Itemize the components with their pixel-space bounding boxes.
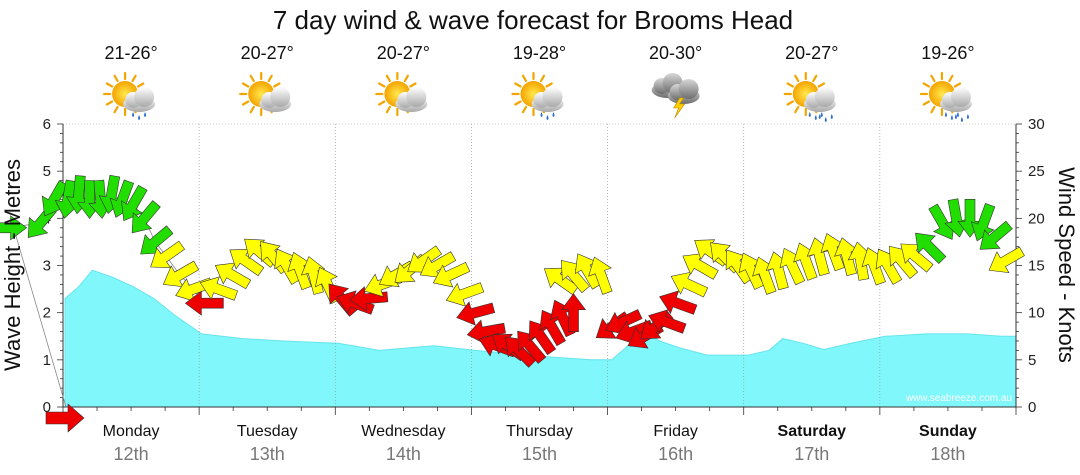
day-date: 18th: [930, 444, 965, 464]
wind-arrow: [214, 262, 252, 290]
day-name: Saturday: [778, 423, 847, 440]
wind-arrow: [875, 248, 903, 285]
day-label-layer: Monday 12th Tuesday 13th Wednesday 14th Thursd…: [103, 423, 977, 464]
wind-arrow: [682, 253, 719, 280]
wind-arrow: [847, 241, 873, 281]
wind-arrow: [0, 215, 28, 241]
wind-arrow: [432, 261, 471, 288]
wind-arrow: [659, 290, 698, 315]
left-axis-label: Wave Height - Metres: [0, 159, 25, 371]
wind-arrow: [588, 256, 613, 295]
wind-arrow: [970, 203, 996, 242]
wind-arrow: [670, 271, 709, 298]
day-date: 16th: [658, 444, 693, 464]
axis-layer: 0123456051015202530: [43, 116, 1045, 416]
watermark: www.seabreeze.com.au: [905, 393, 1012, 404]
right-tick-label: 20: [1028, 210, 1045, 227]
left-tick-label: 5: [43, 163, 51, 180]
wind-arrow: [979, 220, 1013, 250]
wind-arrow: [419, 251, 457, 278]
left-tick-label: 6: [43, 116, 51, 133]
day-name: Friday: [653, 423, 697, 440]
day-date: 17th: [794, 444, 829, 464]
wind-arrow: [162, 260, 200, 288]
wind-arrow: [150, 240, 186, 268]
wind-arrow: [900, 243, 934, 273]
day-name: Thursday: [506, 423, 573, 440]
left-tick-label: 2: [43, 305, 51, 322]
wind-arrow: [199, 276, 239, 301]
chart-title: 7 day wind & wave forecast for Brooms He…: [273, 5, 793, 35]
wind-trend-line: [7, 194, 205, 304]
day-temperature: 19-26°: [921, 43, 974, 63]
wind-arrow: [988, 246, 1025, 274]
wind-arrow: [889, 245, 919, 279]
day-temperature: 20-27°: [785, 43, 838, 63]
right-tick-label: 15: [1028, 258, 1045, 275]
left-tick-label: 3: [43, 258, 51, 275]
wind-arrow: [560, 259, 590, 294]
wind-arrow: [648, 309, 687, 334]
wave-height-area: [64, 269, 1017, 408]
day-temperature: 20-27°: [241, 43, 294, 63]
wind-arrow: [131, 200, 161, 234]
wind-arrow: [287, 251, 312, 291]
partly-cloudy-rain-icon: [919, 71, 972, 122]
wind-arrow: [517, 330, 547, 364]
day-temperature: 19-28°: [513, 43, 566, 63]
wind-arrow: [915, 232, 947, 264]
day-name: Sunday: [919, 423, 977, 440]
partly-cloudy-rain-icon: [783, 71, 836, 122]
day-date: 12th: [114, 444, 149, 464]
day-name: Tuesday: [237, 423, 298, 440]
left-tick-label: 1: [43, 352, 51, 369]
wind-arrow: [456, 301, 496, 326]
day-temperature: 20-30°: [649, 43, 702, 63]
day-date: 13th: [250, 444, 285, 464]
left-tick-label: 0: [43, 399, 51, 416]
wind-arrow: [560, 293, 587, 333]
wind-arrow-layer: [0, 174, 1025, 408]
now-marker-arrow: [45, 403, 85, 433]
wind-arrow: [528, 320, 557, 356]
day-name: Monday: [103, 423, 160, 440]
thunderstorm-icon: [651, 73, 700, 119]
right-axis-label: Wind Speed - Knots: [1054, 167, 1079, 363]
partly-cloudy-icon: [239, 71, 292, 117]
day-date: 15th: [522, 444, 557, 464]
partly-cloudy-showers-icon: [511, 71, 564, 120]
right-tick-label: 5: [1028, 352, 1036, 369]
wave-area-layer: [64, 269, 1017, 408]
partly-cloudy-showers-icon: [102, 71, 156, 120]
right-tick-label: 10: [1028, 305, 1045, 322]
partly-cloudy-icon: [375, 71, 428, 117]
wind-arrow: [229, 248, 265, 277]
wind-arrow: [121, 184, 148, 222]
day-temperature: 20-27°: [377, 43, 430, 63]
right-tick-label: 0: [1028, 399, 1036, 416]
day-temperature: 21-26°: [104, 43, 157, 63]
day-header-layer: 21-26° 20-27° 20-27° 19-28° 20-30° 20-27° 19-2…: [102, 43, 975, 122]
right-tick-label: 30: [1028, 116, 1045, 133]
wind-arrow: [820, 232, 845, 272]
wind-arrow: [834, 237, 859, 277]
wind-lead-line: [13, 227, 67, 408]
day-name: Wednesday: [361, 423, 445, 440]
wind-arrow: [445, 282, 485, 307]
day-date: 14th: [386, 444, 421, 464]
wind-arrow: [184, 290, 224, 316]
right-tick-label: 25: [1028, 163, 1045, 180]
